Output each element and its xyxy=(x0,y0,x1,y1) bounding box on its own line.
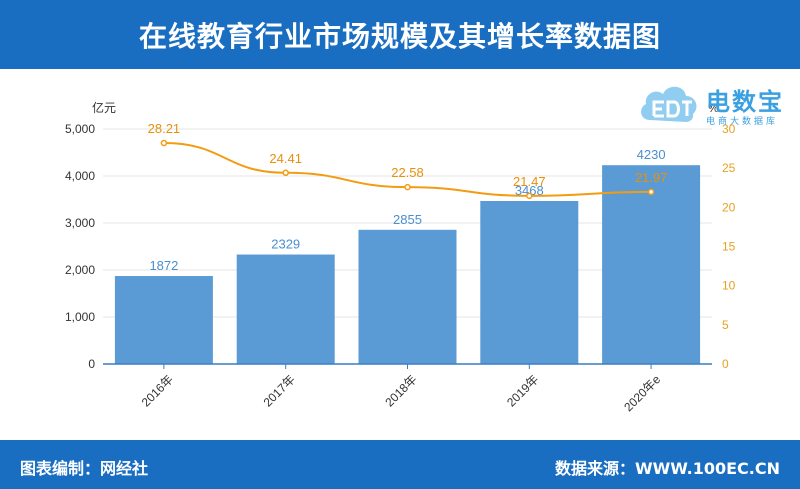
bar-data-label: 1872 xyxy=(149,258,178,273)
footer-bar: 图表编制：网经社 数据来源：WWW.100EC.CN xyxy=(0,440,800,489)
y-tick-label: 3,000 xyxy=(65,216,95,230)
bar-layer: 1872 2329 2855 3468 4230 xyxy=(114,147,701,364)
line-data-label: 21.47 xyxy=(513,174,546,189)
bar xyxy=(602,165,701,364)
y-tick-label: 4,000 xyxy=(65,169,95,183)
line-point xyxy=(526,192,533,200)
y-right-tick-label: 0 xyxy=(722,357,729,371)
y-tick-label: 2,000 xyxy=(65,263,95,277)
y-right-tick-label: 15 xyxy=(722,240,736,254)
chart: 1872 2329 2855 3468 4230 28.21 24.41 22.58 21.4… xyxy=(65,100,736,414)
y-axis-right-label: % xyxy=(708,101,719,115)
line-point xyxy=(282,169,289,177)
cloud-edt-icon xyxy=(641,86,697,122)
y-tick-label: 1,000 xyxy=(65,310,95,324)
bar xyxy=(480,201,579,364)
bar xyxy=(236,254,335,364)
bar xyxy=(358,229,457,364)
bar-data-label: 2329 xyxy=(271,237,300,252)
line-point xyxy=(647,188,655,196)
page-title: 在线教育行业市场规模及其增长率数据图 xyxy=(138,19,661,53)
y-right-tick-label: 5 xyxy=(722,318,729,332)
logo: 电数宝 电商大数据库 xyxy=(636,76,796,136)
x-tick-label: 2018年 xyxy=(382,372,419,409)
y-right-tick-label: 25 xyxy=(722,161,736,175)
line-data-label: 28.21 xyxy=(148,121,181,136)
line-point xyxy=(404,183,411,191)
y-right-tick-label: 30 xyxy=(722,122,736,136)
footer-credit: 图表编制：网经社 xyxy=(20,459,149,478)
logo-brand: 电数宝 xyxy=(706,88,784,116)
x-tick-label: 2017年 xyxy=(261,372,298,409)
x-tick-label: 2020年e xyxy=(621,372,663,414)
x-tick-label: 2016年 xyxy=(139,372,176,409)
line-data-label: 22.58 xyxy=(391,165,424,180)
y-tick-label: 0 xyxy=(88,357,95,371)
footer-source: 数据来源：WWW.100EC.CN xyxy=(554,459,780,478)
bar-data-label: 2855 xyxy=(393,212,422,227)
x-tick-label: 2019年 xyxy=(504,372,541,409)
bar xyxy=(114,276,213,364)
y-axis-label: 亿元 xyxy=(92,100,116,115)
y-right-tick-label: 10 xyxy=(722,279,736,293)
line-point xyxy=(160,139,168,147)
line-data-label: 24.41 xyxy=(269,151,302,166)
y-tick-label: 5,000 xyxy=(65,122,95,136)
line-data-label: 21.97 xyxy=(635,170,668,185)
line-layer: 28.21 24.41 22.58 21.47 21.97 xyxy=(148,121,668,200)
bar-data-label: 3468 xyxy=(515,183,544,198)
y-right-tick-label: 20 xyxy=(722,200,736,214)
bar-data-label: 4230 xyxy=(637,147,666,162)
logo-subtitle: 电商大数据库 xyxy=(706,117,779,127)
header-bar: 在线教育行业市场规模及其增长率数据图 xyxy=(0,0,800,69)
